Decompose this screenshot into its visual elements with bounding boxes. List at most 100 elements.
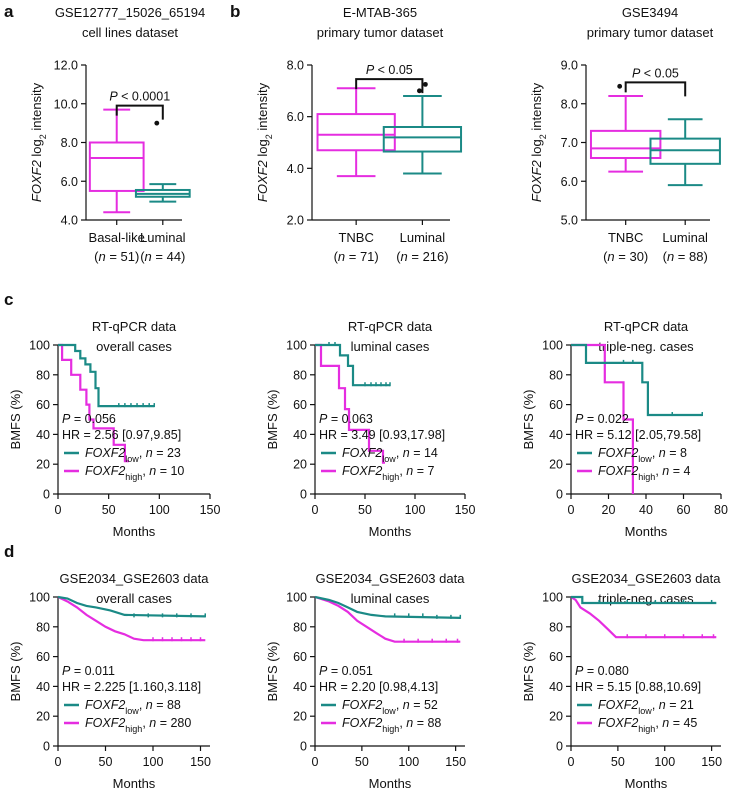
p-value-label: P < 0.0001 [109,90,170,104]
legend-gene: FOXF2 [598,698,638,712]
y-tick-label: 8.0 [561,97,578,111]
y-label-subscript: 2 [264,134,274,139]
y-label-text: intensity [255,82,270,134]
y-tick-label: 40 [549,680,563,694]
x-axis-label: Months [113,524,156,539]
x-axis-label: Months [625,776,668,791]
hazard-ratio-label: HR = 2.56 [0.97,9.85] [62,428,181,442]
category-label: TNBC [608,230,643,245]
legend-label-low: FOXF2low, n = 8 [598,446,687,464]
x-axis-label: Months [113,776,156,791]
y-label-gene: FOXF2 [29,159,44,202]
y-tick-label: 0 [43,740,50,754]
p-value-text: = 0.056 [70,412,116,426]
y-tick-label: 60 [293,650,307,664]
chart-d1: GSE2034_GSE2603 data overall cases 0 20 40 60… [8,571,211,791]
y-tick-label: 60 [36,650,50,664]
legend-subscript: low [125,706,139,716]
y-tick-label: 6.0 [561,175,578,189]
legend-sep: , [655,464,662,478]
legend-label-low: FOXF2low, n = 52 [342,698,438,716]
p-value-text: = 0.080 [583,664,629,678]
category-n: (n = 51) [94,249,139,264]
chart-subtitle: triple-neg. cases [598,339,694,354]
x-tick-label: 50 [355,755,369,769]
x-tick-label: 0 [312,755,319,769]
y-axis-label: BMFS (%) [265,390,280,450]
y-tick-label: 0 [556,488,563,502]
n-symbol: n [667,249,674,264]
legend-sep: , [652,698,659,712]
survival-curve-low [571,595,717,605]
legend-gene: FOXF2 [342,716,382,730]
survival-curve-high [314,595,461,643]
legend-subscript: high [125,472,142,482]
survival-curve-low [314,595,461,619]
p-value-label: P = 0.011 [62,664,115,678]
p-symbol: P [319,664,328,678]
n-symbol: n [662,716,669,730]
y-tick-label: 100 [286,339,307,353]
chart-title: GSE2034_GSE2603 data [572,571,722,586]
x-tick-label: 0 [312,503,319,517]
y-label-gene: FOXF2 [529,159,544,202]
chart-title: GSE3494 [622,5,678,20]
chart-title: RT-qPCR data [604,319,689,334]
chart-title: RT-qPCR data [92,319,177,334]
legend-gene: FOXF2 [85,464,125,478]
y-tick-label: 80 [293,368,307,382]
p-value-text: < 0.05 [640,66,679,80]
y-tick-label: 80 [36,620,50,634]
x-tick-label: 150 [200,503,221,517]
x-tick-label: 100 [405,503,426,517]
n-symbol: n [403,446,410,460]
y-tick-label: 2.0 [287,214,304,228]
y-tick-label: 20 [293,710,307,724]
n-value: = 51) [106,249,140,264]
y-tick-label: 60 [549,398,563,412]
chart-d2: GSE2034_GSE2603 data luminal cases 0 20 40 60… [265,571,466,791]
y-tick-label: 40 [36,680,50,694]
y-axis-label: BMFS (%) [8,642,23,702]
survival-curve-high [58,343,129,463]
p-symbol: P [575,664,584,678]
legend-label-low: FOXF2low, n = 14 [342,446,438,464]
chart-c1: RT-qPCR data overall cases 0 20 40 60 80 100 BMF… [8,319,220,539]
legend-subscript: high [125,724,142,734]
category-label: Luminal [400,230,446,245]
survival-curve-high [571,343,634,494]
p-value-text: = 0.051 [327,664,373,678]
p-symbol: P [62,664,71,678]
legend-n: = 52 [410,698,438,712]
n-symbol: n [149,716,156,730]
p-value-label: P = 0.080 [575,664,629,678]
legend-subscript: high [382,724,399,734]
y-tick-label: 7.0 [561,136,578,150]
legend-sep: , [142,716,149,730]
y-label-text: intensity [529,82,544,134]
survival-curve-high [57,596,206,642]
x-tick-label: 150 [190,755,211,769]
hazard-ratio-label: HR = 5.12 [2.05,79.58] [575,428,701,442]
legend-n: = 14 [410,446,438,460]
legend-gene: FOXF2 [342,698,382,712]
y-label-text: log [255,139,270,160]
x-tick-label: 0 [568,503,575,517]
significance-bracket [115,104,164,120]
category-n: (n = 71) [334,249,379,264]
legend-n: = 88 [413,716,441,730]
survival-curve-low [58,343,155,408]
p-value-text: = 0.011 [70,664,115,678]
chart-title: RT-qPCR data [348,319,433,334]
y-tick-label: 100 [29,339,50,353]
chart-subtitle: primary tumor dataset [317,25,444,40]
chart-title: E-MTAB-365 [343,5,417,20]
chart-subtitle: luminal cases [351,591,430,606]
n-symbol: n [662,464,669,478]
legend-n: = 21 [666,698,694,712]
y-tick-label: 20 [36,710,50,724]
y-tick-label: 60 [293,398,307,412]
x-tick-label: 50 [611,755,625,769]
